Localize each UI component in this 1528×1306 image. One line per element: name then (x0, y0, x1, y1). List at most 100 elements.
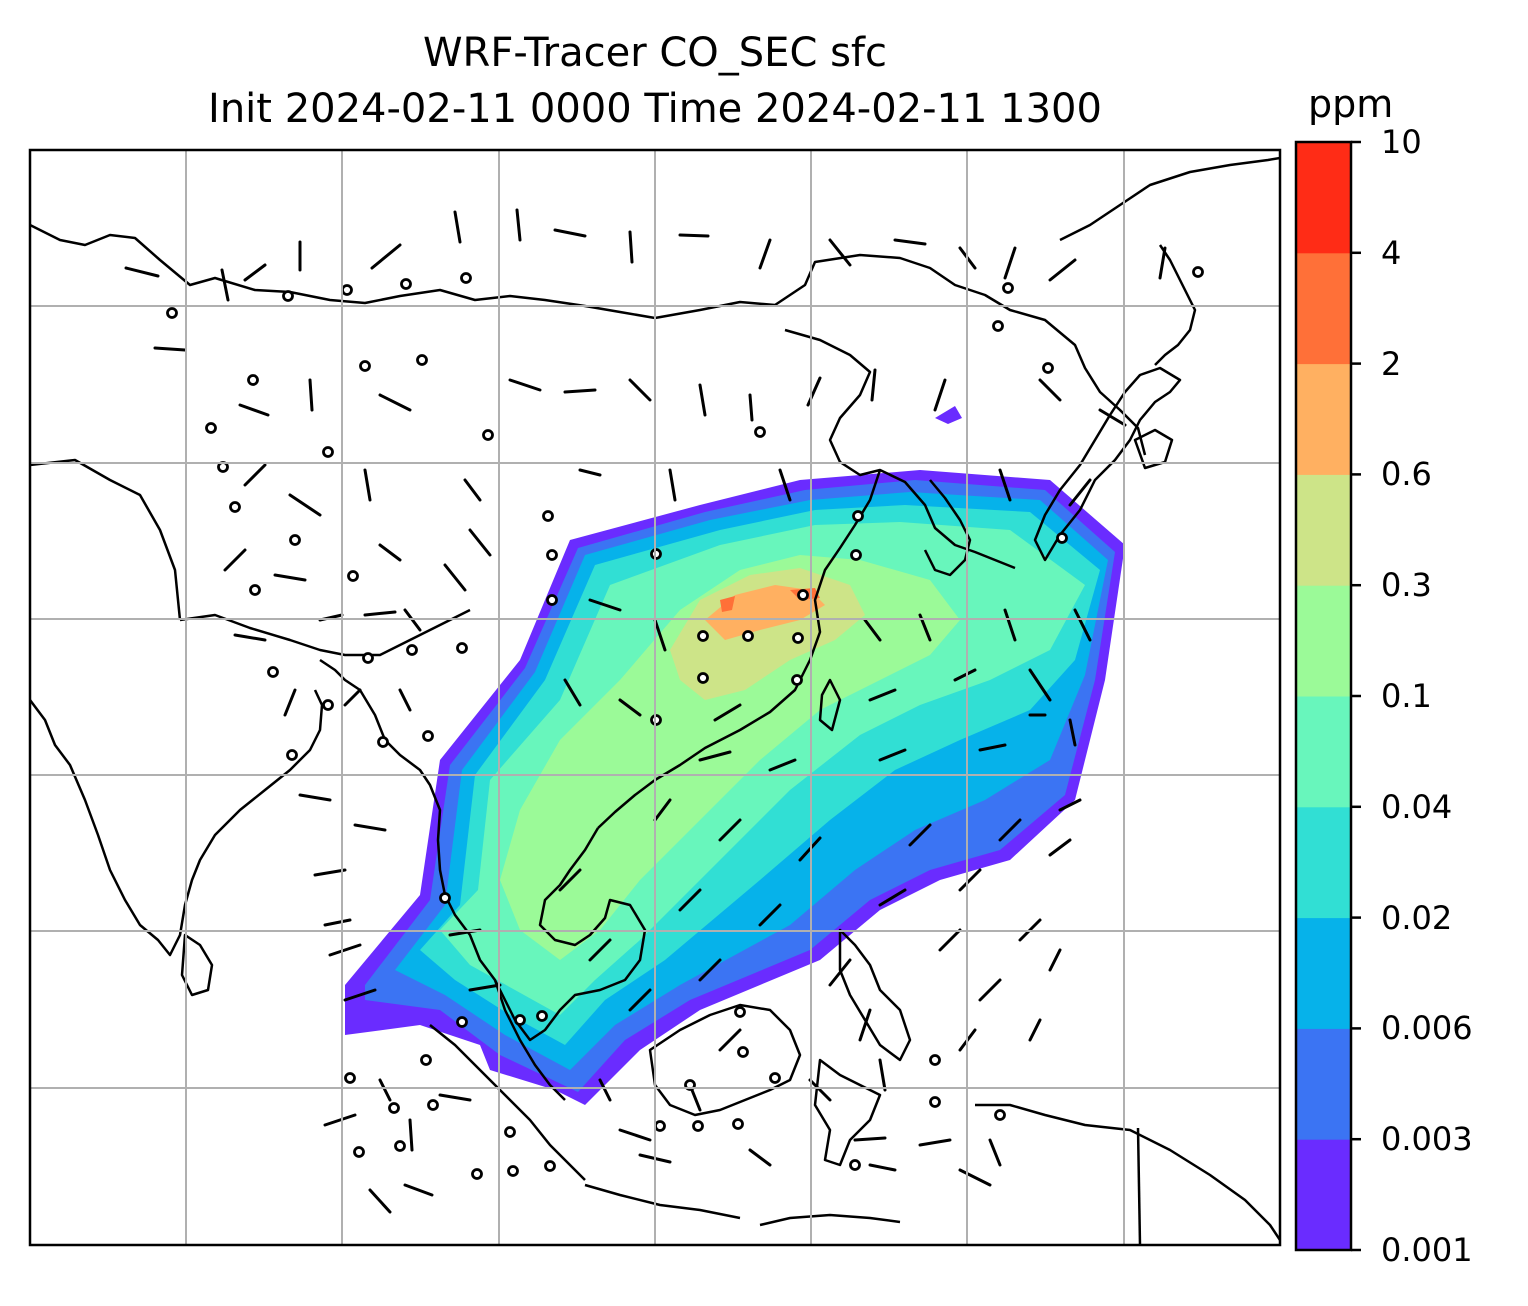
wind-barb (368, 1188, 392, 1214)
calm-circles (166, 266, 1204, 1180)
wind-barb (748, 1148, 772, 1167)
calm-circle (400, 278, 412, 290)
calm-circle (359, 360, 371, 372)
wind-barb (653, 798, 672, 822)
colorbar-segment (1296, 142, 1351, 254)
wind-barb (698, 383, 707, 417)
colorbar-ticks (1351, 140, 1361, 1252)
wind-barb (628, 988, 652, 1012)
wind-barb (618, 698, 642, 717)
colorbar-tick-label: 0.04 (1381, 787, 1453, 826)
wind-barb (238, 403, 270, 417)
calm-circle (536, 1010, 548, 1022)
colorbar-segment (1296, 252, 1351, 365)
calm-circle (344, 1072, 356, 1084)
calm-circle (929, 1096, 941, 1108)
wind-barb (628, 378, 652, 402)
wind-barb (918, 1138, 952, 1147)
calm-circle (341, 284, 353, 296)
wind-barb (618, 1128, 652, 1142)
colorbar-segment (1296, 917, 1351, 1029)
wind-barb (878, 888, 907, 907)
wind-barb (223, 548, 247, 572)
calm-circle (420, 1054, 432, 1066)
wind-barb (933, 378, 947, 412)
calm-circle (697, 672, 709, 684)
map-title-line1: WRF-Tracer CO_SEC sfc (422, 30, 888, 76)
colorbar-tick-label: 0.6 (1381, 455, 1432, 494)
wind-barb (806, 376, 822, 407)
plume-band-01 (500, 555, 960, 960)
calm-circle (732, 1118, 744, 1130)
calm-circle (797, 589, 809, 601)
calm-circle (205, 422, 217, 434)
calm-circle (427, 1099, 439, 1111)
wind-barb (408, 1118, 414, 1152)
wind-barb (378, 1078, 392, 1102)
wind-barb (1003, 246, 1017, 280)
calm-circle (992, 320, 1004, 332)
calm-circle (456, 642, 468, 654)
wind-barb (288, 493, 322, 517)
calm-circle (852, 510, 864, 522)
wind-barb (758, 903, 782, 927)
calm-circle (394, 1140, 406, 1152)
wind-barb (220, 268, 230, 302)
calm-circle (282, 290, 294, 302)
wind-barb (858, 1008, 872, 1042)
wind-barb (1048, 948, 1062, 972)
calm-circle (654, 1120, 666, 1132)
calm-circle (322, 699, 334, 711)
border-central-asia (30, 458, 182, 621)
wind-barb (398, 688, 412, 712)
calm-circle (377, 736, 389, 748)
wind-barb (588, 598, 622, 612)
calm-circle (769, 1072, 781, 1084)
calm-circle (439, 892, 451, 904)
coastline-taiwan (818, 678, 842, 732)
calm-circle (406, 644, 418, 656)
wind-barb (863, 618, 882, 642)
wind-barb (988, 1138, 1002, 1167)
wind-barb (283, 688, 297, 717)
wind-barb (1028, 1018, 1042, 1042)
colorbar-segment (1296, 474, 1351, 586)
wind-barb (698, 750, 732, 762)
wind-barb (998, 818, 1022, 842)
wind-barb (343, 688, 362, 707)
wind-barb (768, 758, 797, 772)
colorbar-tick-label: 0.3 (1381, 566, 1432, 605)
wind-barb (958, 868, 982, 892)
calm-circle (322, 446, 334, 458)
calm-circle (742, 630, 754, 642)
colorbar-tick-label: 2 (1381, 344, 1402, 383)
wind-barbs (124, 208, 1167, 1214)
wind-barb (1068, 478, 1092, 507)
wind-barb (718, 818, 742, 842)
map-frame (28, 148, 1282, 1247)
calm-circle (514, 1014, 526, 1026)
calm-circle (504, 1126, 516, 1138)
wind-barb (1158, 246, 1167, 280)
coastline-timor (759, 1213, 901, 1227)
wind-barb (698, 958, 722, 982)
coastline-china-east (597, 469, 882, 829)
wind-barb (563, 678, 582, 707)
calm-circle (416, 354, 428, 366)
calm-circle (267, 666, 279, 678)
wind-barb (558, 868, 582, 892)
colorbar-tick-label: 0.1 (1381, 677, 1432, 715)
colorbar-segment (1296, 1028, 1351, 1140)
wind-barb (1068, 718, 1077, 747)
calm-circle (1056, 532, 1068, 544)
calm-circle (471, 1168, 483, 1180)
wind-barb (243, 463, 267, 487)
wind-barb (1073, 608, 1092, 642)
wind-barb (343, 988, 377, 1002)
wind-barb (713, 703, 742, 722)
calm-circle (544, 1160, 556, 1172)
colorbar-segment (1296, 806, 1351, 919)
coastline-sumatra (429, 1024, 586, 1181)
coastline-borneo (648, 1003, 802, 1117)
